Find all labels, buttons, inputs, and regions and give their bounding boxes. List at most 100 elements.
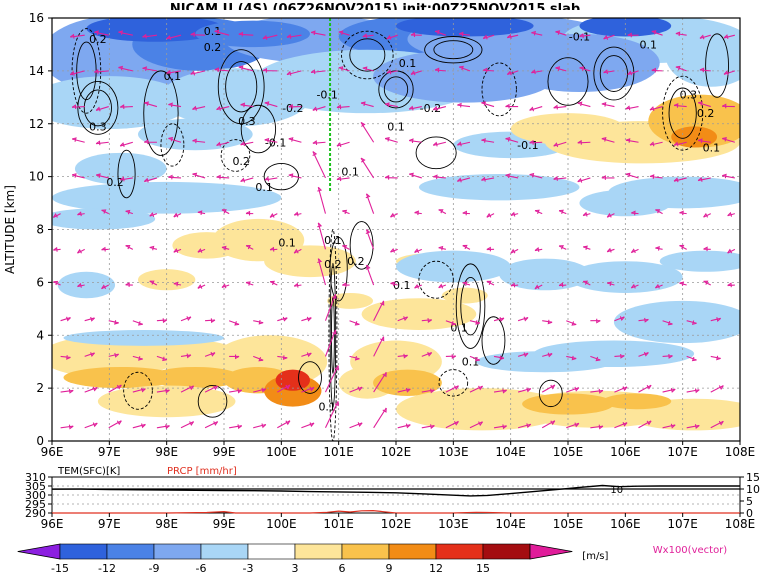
x-tick-label: 107E <box>667 445 698 459</box>
shade-blob-42 <box>276 370 310 391</box>
shade-blob-51 <box>602 393 671 409</box>
subplot-annotation: 10 <box>610 485 623 496</box>
colorbar-segment-6 <box>295 544 342 559</box>
contour-label-12: 0.1 <box>387 120 405 133</box>
shade-blob-28 <box>172 232 241 258</box>
colorbar-units: [m/s] <box>582 551 608 562</box>
x-tick-label: 104E <box>495 445 526 459</box>
colorbar-end-high <box>530 544 572 559</box>
colorbar-level-label: -3 <box>243 562 254 575</box>
colorbar-segment-8 <box>389 544 436 559</box>
shade-blob-20 <box>138 118 253 150</box>
shade-blob-17 <box>41 208 156 229</box>
shade-blob-58 <box>660 251 752 272</box>
x-tick-label: 103E <box>438 445 469 459</box>
contour-label-21: 0.2 <box>106 176 124 189</box>
y-axis-label: ALTITUDE [km] <box>3 185 17 274</box>
colorbar-level-label: -12 <box>98 562 116 575</box>
sub-x-tick-label: 108E <box>725 517 756 531</box>
contour-label-26: 0.1 <box>393 279 411 292</box>
contour-label-17: 0.1 <box>703 142 721 155</box>
legend-tem: TEM(SFC)[K] <box>57 466 120 477</box>
y-tick-label: 0 <box>36 434 44 448</box>
colorbar-segment-7 <box>342 544 389 559</box>
shade-blob-34 <box>442 288 488 304</box>
x-tick-label: 102E <box>381 445 412 459</box>
contour-label-10: -0.1 <box>265 136 286 149</box>
vector-scale-label: Wx100(vector) <box>653 545 728 556</box>
legend-prcp: PRCP [mm/hr] <box>167 466 237 477</box>
colorbar-level-label: -9 <box>149 562 160 575</box>
sub-x-tick-label: 96E <box>41 517 64 531</box>
wind-vector-78 <box>191 35 205 36</box>
colorbar-level-label: 15 <box>476 562 490 575</box>
x-tick-label: 97E <box>98 445 121 459</box>
colorbar-segment-9 <box>436 544 483 559</box>
colorbar-segment-3 <box>154 544 201 559</box>
shade-blob-29 <box>264 245 356 277</box>
shade-blob-60 <box>63 330 224 346</box>
x-tick-label: 108E <box>725 445 756 459</box>
wind-vector-62 <box>168 177 181 178</box>
sub-x-tick-label: 104E <box>495 517 526 531</box>
sub-x-tick-label: 106E <box>610 517 641 531</box>
sub-x-tick-label: 100E <box>266 517 297 531</box>
top-mask <box>52 10 740 18</box>
colorbar-level-label: -15 <box>51 562 69 575</box>
shade-blob-54 <box>614 301 752 343</box>
contour-label-20: 0.1 <box>255 181 273 194</box>
shade-blob-53 <box>534 341 695 367</box>
contour-label-11: -0.1 <box>316 89 337 102</box>
contour-label-24: 0.2 <box>324 258 342 271</box>
contour-label-16: 0.2 <box>697 107 715 120</box>
sub-y-label-right: 10 <box>746 483 760 496</box>
shade-blob-56 <box>396 251 511 283</box>
sub-x-tick-label: 103E <box>438 517 469 531</box>
contour-label-14: -0.1 <box>517 139 538 152</box>
contour-label-5: -0.1 <box>569 31 590 44</box>
sub-x-tick-label: 105E <box>553 517 584 531</box>
x-tick-label: 101E <box>323 445 354 459</box>
contour-label-8: 0.3 <box>238 115 256 128</box>
colorbar-end-low <box>18 544 60 559</box>
y-tick-label: 10 <box>29 170 44 184</box>
y-tick-label: 12 <box>29 117 44 131</box>
wind-vector-86 <box>217 177 230 178</box>
y-tick-label: 6 <box>36 275 44 289</box>
y-tick-label: 8 <box>36 223 44 237</box>
wind-vector-221 <box>483 70 494 71</box>
right-mask <box>740 8 767 451</box>
contour-label-25: 0.2 <box>347 255 365 268</box>
shade-blob-61 <box>58 272 115 298</box>
contour-label-0: 0.2 <box>89 33 107 46</box>
sub-x-tick-label: 98E <box>155 517 178 531</box>
colorbar-level-label: 3 <box>292 562 299 575</box>
contour-label-23: 0.1 <box>324 234 342 247</box>
colorbar-level-label: 12 <box>429 562 443 575</box>
y-tick-label: 14 <box>29 64 44 78</box>
contour-label-4: 0.1 <box>399 57 417 70</box>
contour-label-7: 0.3 <box>89 120 107 133</box>
x-tick-label: 98E <box>155 445 178 459</box>
colorbar-level-label: 9 <box>386 562 393 575</box>
x-tick-label: 99E <box>213 445 236 459</box>
y-tick-label: 4 <box>36 328 44 342</box>
y-tick-label: 16 <box>29 11 44 25</box>
x-tick-label: 100E <box>266 445 297 459</box>
sub-x-tick-label: 97E <box>98 517 121 531</box>
sub-y-label-left: 310 <box>25 471 46 484</box>
colorbar-segment-4 <box>201 544 248 559</box>
y-tick-label: 2 <box>36 381 44 395</box>
colorbar-level-label: 6 <box>339 562 346 575</box>
x-tick-label: 105E <box>553 445 584 459</box>
sub-x-tick-label: 102E <box>381 517 412 531</box>
sub-x-tick-label: 101E <box>323 517 354 531</box>
contour-label-6: 0.1 <box>640 38 658 51</box>
sub-y-label-right: 15 <box>746 471 760 484</box>
contour-label-18: 0.1 <box>341 165 359 178</box>
colorbar-segment-2 <box>107 544 154 559</box>
contour-label-19: 0.2 <box>232 155 250 168</box>
x-tick-label: 106E <box>610 445 641 459</box>
